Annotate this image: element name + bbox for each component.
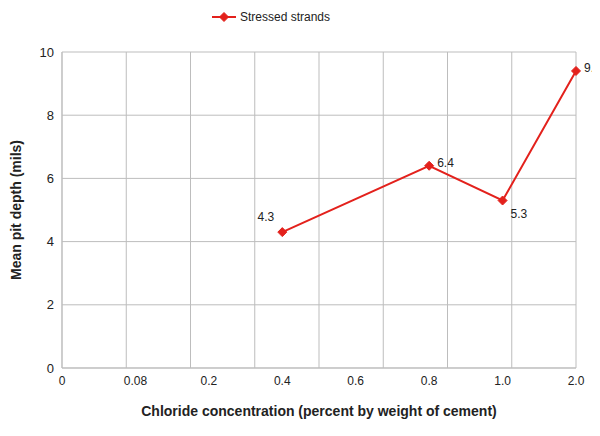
svg-text:9.4: 9.4 xyxy=(584,61,592,75)
svg-text:0.08: 0.08 xyxy=(124,374,148,388)
svg-text:8: 8 xyxy=(47,108,54,123)
svg-text:4.3: 4.3 xyxy=(258,210,275,224)
svg-text:0.4: 0.4 xyxy=(274,374,291,388)
svg-text:Chloride concentration (percen: Chloride concentration (percent by weigh… xyxy=(141,403,496,419)
svg-text:0: 0 xyxy=(47,361,54,376)
svg-text:4: 4 xyxy=(47,234,54,249)
svg-text:0: 0 xyxy=(59,374,66,388)
svg-text:2.0: 2.0 xyxy=(568,374,585,388)
svg-text:6.4: 6.4 xyxy=(437,156,454,170)
html-text:Stressed strands: Stressed strands xyxy=(240,10,330,24)
svg-text:2: 2 xyxy=(47,297,54,312)
svg-text:6: 6 xyxy=(47,171,54,186)
svg-text:Mean pit depth (mils): Mean pit depth (mils) xyxy=(8,140,24,280)
svg-text:10: 10 xyxy=(40,45,54,60)
svg-text:0.6: 0.6 xyxy=(347,374,364,388)
svg-text:5.3: 5.3 xyxy=(511,207,528,221)
svg-text:0.8: 0.8 xyxy=(421,374,438,388)
svg-text:1.0: 1.0 xyxy=(494,374,511,388)
svg-text:0.2: 0.2 xyxy=(201,374,218,388)
